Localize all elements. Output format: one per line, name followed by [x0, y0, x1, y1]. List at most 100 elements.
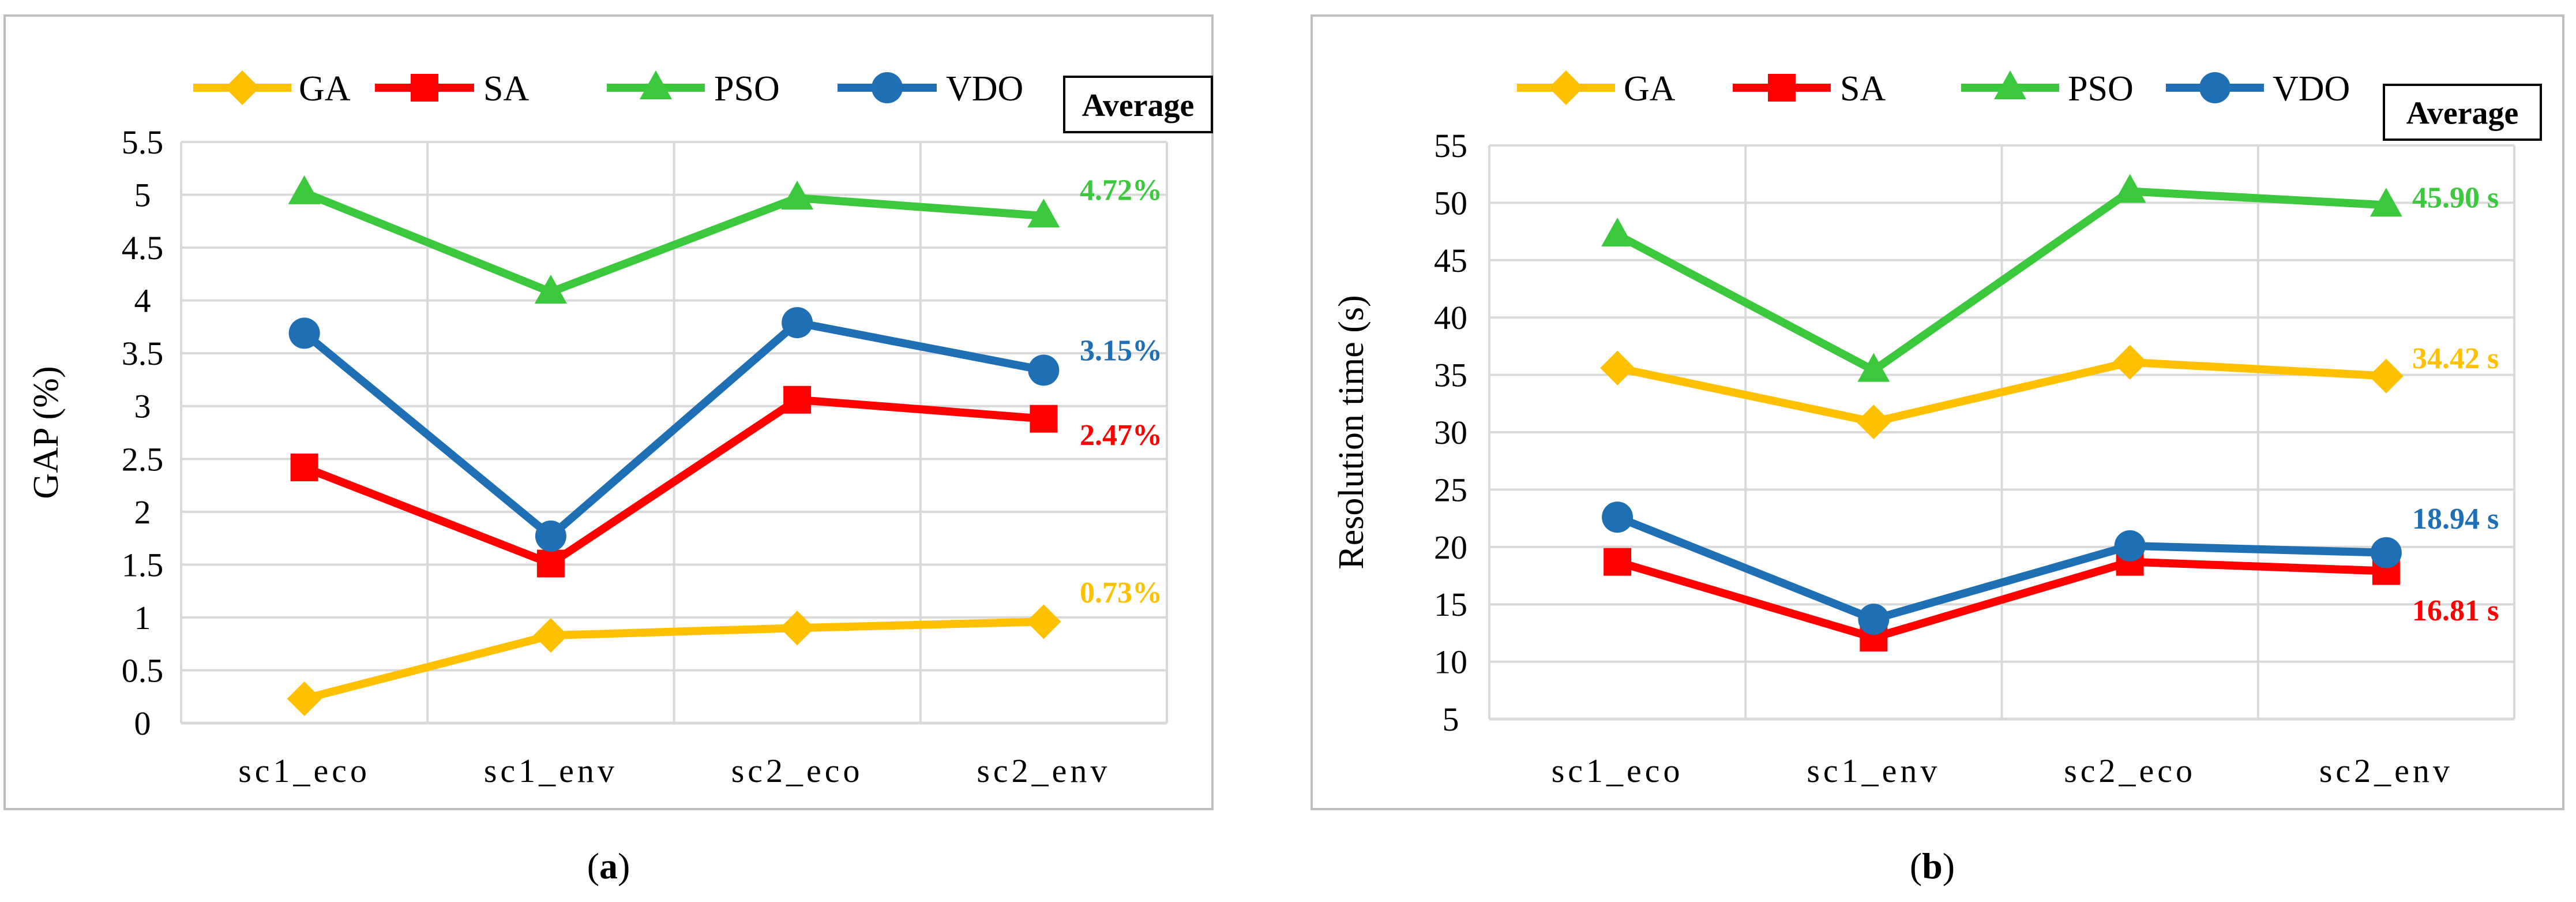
data-point-sa [290, 453, 318, 481]
y-tick-label: 35 [1434, 357, 1467, 394]
data-point-sa [536, 549, 565, 578]
legend-marker [640, 70, 672, 99]
legend-marker [1994, 70, 2026, 99]
series-line-vdo [302, 319, 1045, 540]
chart-frame [3, 14, 1214, 810]
x-tick-label: sc1_eco [1552, 752, 1684, 789]
series-sa [290, 385, 1058, 578]
data-point-sa [1604, 548, 1632, 576]
x-tick-label: sc2_eco [2064, 752, 2196, 789]
legend-marker [872, 72, 903, 103]
data-point-vdo [1602, 501, 1634, 533]
series-line-ga [303, 617, 1044, 703]
data-point-ga [287, 681, 322, 716]
y-tick-label: 2.5 [122, 440, 164, 478]
series-ga [1600, 345, 2404, 440]
y-tick-label: 5.5 [122, 123, 164, 161]
y-tick-label: 4 [134, 282, 151, 320]
panel-caption: (a) [587, 845, 630, 886]
y-tick-label: 4.5 [122, 229, 164, 267]
legend-marker [411, 74, 438, 102]
panel-caption: (b) [1910, 845, 1955, 886]
caption-close-paren: ) [618, 845, 630, 886]
x-tick-label: sc2_env [977, 752, 1110, 789]
legend-item-pso: PSO [607, 69, 780, 108]
caption-close-paren: ) [1943, 845, 1955, 886]
y-tick-label: 5 [134, 177, 151, 214]
data-point-ga [2112, 345, 2147, 380]
series-ga [287, 604, 1061, 716]
caption-letter: b [1922, 845, 1943, 886]
y-tick-label: 3.5 [122, 335, 164, 372]
data-point-sa [783, 385, 812, 414]
series-line-pso [1615, 187, 2387, 375]
average-label: Average [2406, 96, 2519, 132]
series-vdo [1602, 501, 2402, 635]
series-line-sa [1616, 557, 2387, 642]
series-vdo [288, 307, 1060, 552]
y-tick-label: 50 [1434, 184, 1467, 222]
average-label: Average [1082, 88, 1195, 123]
y-tick-label: 5 [1443, 701, 1459, 738]
legend-marker [1549, 70, 1583, 105]
y-axis-title: Resolution time (s) [1332, 295, 1371, 569]
data-point-ga [2368, 358, 2404, 394]
x-tick-label: sc1_env [484, 752, 618, 789]
series-pso [288, 175, 1060, 304]
y-tick-label: 0 [134, 705, 151, 742]
average-annotation-sa: 16.81 s [2412, 594, 2499, 627]
chart-panel-a: 0 0.5 1 1.5 2 2.5 3 3.5 4 4.5 5 5.5 sc1_eco sc1_env sc… [3, 14, 1214, 886]
series-line-pso [303, 189, 1044, 296]
legend-item-sa: SA [1733, 69, 1886, 108]
average-box [1063, 76, 1213, 133]
average-annotation-pso: 4.72% [1080, 174, 1162, 207]
legend-marker [1768, 74, 1796, 102]
y-tick-label: 10 [1434, 643, 1467, 681]
data-point-pso [1601, 218, 1634, 247]
data-point-vdo [2370, 537, 2402, 568]
legend-marker [2199, 72, 2230, 103]
x-tick-label: sc2_env [2319, 752, 2453, 789]
y-tick-label: 25 [1434, 471, 1467, 508]
x-tick-label: sc2_eco [731, 752, 863, 789]
y-tick-label: 1 [134, 599, 151, 637]
y-tick-label: 0.5 [122, 652, 164, 689]
average-annotation-ga: 0.73% [1080, 577, 1162, 609]
y-tick-label: 20 [1434, 529, 1467, 566]
legend-item-ga: GA [193, 69, 351, 108]
average-annotation-ga: 34.42 s [2412, 342, 2499, 375]
data-point-vdo [2114, 530, 2146, 562]
data-point-ga [1856, 405, 1891, 440]
legend-label: PSO [2068, 69, 2134, 108]
legend-item-sa: SA [375, 69, 529, 108]
data-point-ga [1026, 604, 1061, 639]
chart-frame [1310, 14, 2564, 810]
data-point-pso [1027, 199, 1060, 228]
legend-label: PSO [714, 69, 780, 108]
y-tick-label: 3 [134, 388, 151, 425]
series-line-vdo [1616, 513, 2387, 624]
y-tick-label: 30 [1434, 414, 1467, 451]
average-box [2383, 84, 2542, 141]
series-line-ga [1616, 358, 2387, 426]
y-tick-label: 2 [134, 493, 151, 531]
data-point-vdo [782, 307, 813, 339]
average-annotation-vdo: 3.15% [1080, 335, 1162, 368]
data-point-pso [288, 175, 321, 204]
caption-open-paren: ( [1910, 845, 1922, 886]
series-line-sa [303, 395, 1044, 568]
legend-label: SA [483, 69, 529, 108]
data-point-pso [2113, 174, 2146, 203]
data-point-ga [1600, 350, 1635, 385]
data-point-vdo [1858, 604, 1890, 635]
legend-label: GA [1624, 69, 1676, 108]
data-point-pso [2370, 188, 2402, 217]
data-point-pso [781, 181, 814, 210]
chart-panel-b: 5 10 15 20 25 30 35 40 45 50 55 sc1_eco sc1_env sc2_e… [1310, 14, 2564, 886]
data-point-vdo [288, 317, 320, 349]
legend-label: VDO [2273, 69, 2350, 108]
legend-label: VDO [946, 69, 1023, 108]
legend-label: GA [299, 69, 351, 108]
